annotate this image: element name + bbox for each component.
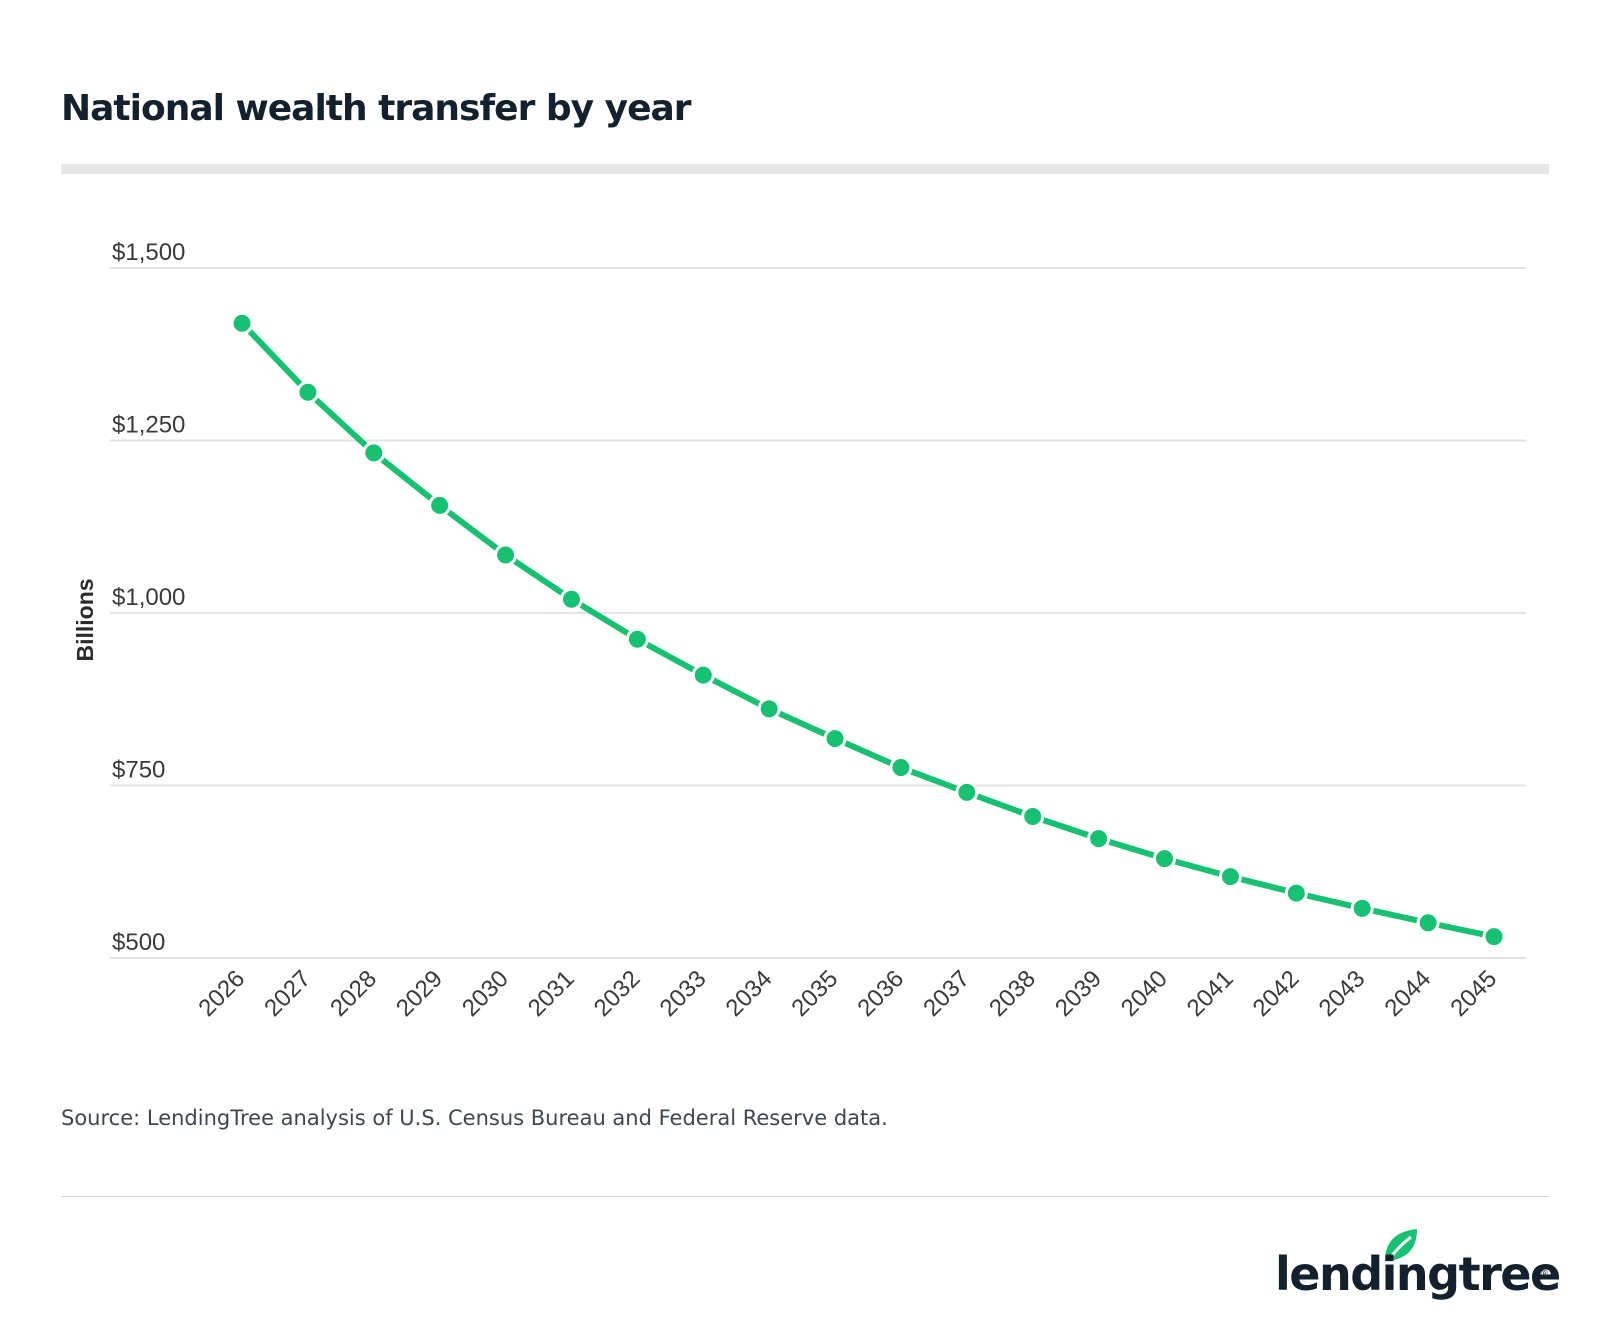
chart-title: National wealth transfer by year [61, 88, 692, 129]
y-tick-label: $500 [112, 929, 165, 956]
data-point [823, 727, 847, 751]
x-tick-label: 2043 [1314, 965, 1371, 1022]
x-tick-label: 2044 [1380, 965, 1437, 1022]
data-point [955, 780, 979, 804]
data-point [691, 663, 715, 687]
data-point [1350, 896, 1374, 920]
x-tick-label: 2034 [721, 965, 778, 1022]
lendingtree-logo[interactable]: lendingtree ® [1275, 1225, 1561, 1325]
x-tick-label: 2026 [193, 965, 250, 1022]
footer-divider [61, 1196, 1549, 1197]
data-point [362, 441, 386, 465]
data-point [1087, 827, 1111, 851]
data-point [889, 756, 913, 780]
x-tick-label: 2039 [1050, 965, 1107, 1022]
data-point [428, 493, 452, 517]
leaf-icon [1385, 1229, 1417, 1261]
x-tick-label: 2036 [852, 965, 909, 1022]
data-point [296, 380, 320, 404]
data-point [559, 587, 583, 611]
data-point [757, 697, 781, 721]
data-point [1284, 881, 1308, 905]
x-tick-label: 2031 [523, 965, 580, 1022]
data-point [230, 311, 254, 335]
x-tick-label: 2030 [457, 965, 514, 1022]
x-tick-label: 2041 [1182, 965, 1239, 1022]
y-axis-label: Billions [72, 578, 98, 661]
title-divider [61, 164, 1549, 174]
data-point [1482, 925, 1506, 949]
logo-wordmark: lendingtree [1275, 1247, 1561, 1301]
x-tick-label: 2045 [1445, 965, 1502, 1022]
x-axis-tick-labels: 2026 2027 2028 2029 2030 2031 2032 2033 2034 2035… [193, 965, 1502, 1022]
x-tick-label: 2032 [589, 965, 646, 1022]
x-tick-label: 2027 [259, 965, 316, 1022]
y-tick-label: $1,500 [112, 239, 185, 266]
series-line [239, 320, 1497, 940]
x-tick-label: 2042 [1248, 965, 1305, 1022]
y-tick-label: $750 [112, 757, 165, 784]
y-tick-label: $1,250 [112, 412, 185, 439]
gridlines [110, 267, 1526, 959]
data-point [494, 543, 518, 567]
registered-mark: ® [1541, 1269, 1549, 1280]
data-point [1021, 805, 1045, 829]
y-tick-label: $1,000 [112, 584, 185, 611]
x-tick-label: 2033 [655, 965, 712, 1022]
x-tick-label: 2035 [786, 965, 843, 1022]
line-chart: $500 $750 $1,000 $1,250 $1,500 Billions 2026… [72, 239, 1526, 1022]
data-point [1218, 865, 1242, 889]
data-point [1416, 911, 1440, 935]
y-axis-tick-labels: $500 $750 $1,000 $1,250 $1,500 [112, 239, 185, 956]
data-points [230, 311, 1506, 949]
data-point [1153, 847, 1177, 871]
x-tick-label: 2040 [1116, 965, 1173, 1022]
x-tick-label: 2038 [984, 965, 1041, 1022]
x-tick-label: 2037 [918, 965, 975, 1022]
x-tick-label: 2029 [391, 965, 448, 1022]
x-tick-label: 2028 [325, 965, 382, 1022]
source-note: Source: LendingTree analysis of U.S. Cen… [61, 1106, 888, 1130]
data-point [625, 627, 649, 651]
